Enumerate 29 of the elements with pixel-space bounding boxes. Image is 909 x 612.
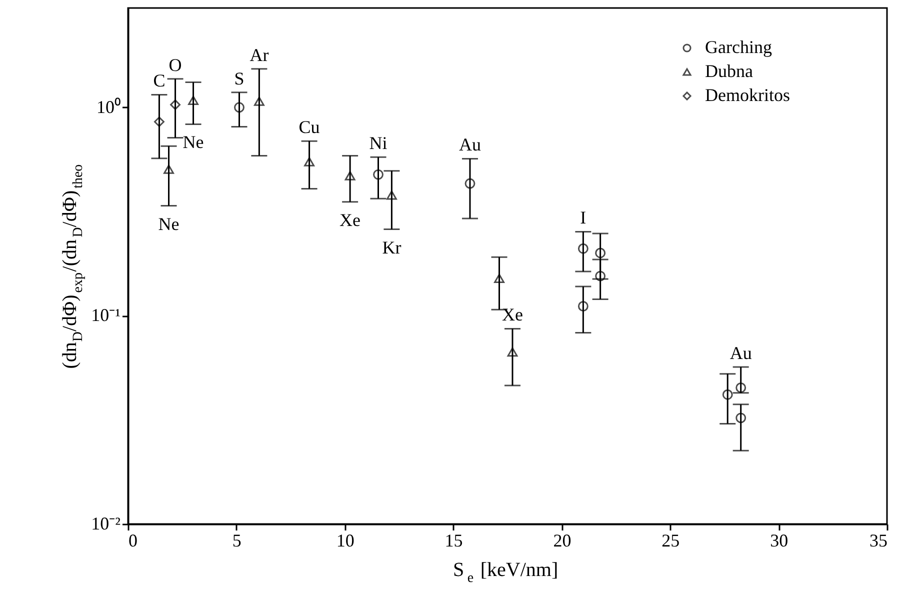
legend-label: Demokritos	[705, 85, 790, 105]
y-axis-title: (dnD/dΦ)exp/(dnD/dΦ)theo	[59, 164, 86, 369]
x-tick-label: 20	[553, 530, 572, 550]
y-tick-label: 10⁻²	[91, 514, 120, 534]
x-tick-label: 30	[770, 530, 788, 550]
x-tick-label: 25	[662, 530, 680, 550]
annotation: Ar	[250, 44, 269, 65]
annotation: S	[234, 68, 244, 88]
annotation: Au	[458, 134, 481, 155]
x-tick-label: 0	[128, 530, 138, 550]
annotation: Cu	[298, 117, 320, 138]
y-tick-label: 10⁻¹	[91, 305, 120, 326]
annotation: Ne	[182, 132, 204, 152]
x-tick-label: 35	[870, 530, 888, 550]
annotation: Kr	[382, 237, 402, 258]
y-tick-label: 10⁰	[96, 96, 120, 117]
annotation: O	[168, 54, 182, 75]
annotation: Xe	[340, 210, 361, 230]
annotation: Au	[730, 343, 752, 364]
annotation: I	[580, 208, 586, 228]
x-tick-label: 15	[444, 530, 463, 550]
x-tick-label: 10	[336, 530, 354, 550]
annotation: Ni	[369, 133, 388, 154]
x-tick-label: 5	[232, 530, 242, 550]
annotation: Ne	[158, 214, 180, 234]
legend-label: Garching	[705, 37, 772, 57]
annotation: C	[153, 70, 166, 91]
legend-label: Dubna	[705, 61, 753, 81]
annotation: Xe	[502, 304, 523, 325]
